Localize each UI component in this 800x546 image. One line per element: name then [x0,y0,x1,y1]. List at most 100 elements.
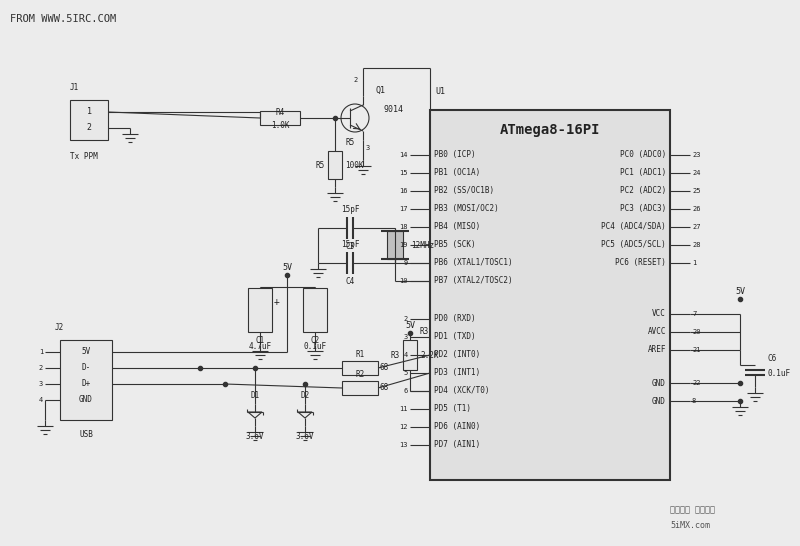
Text: 23: 23 [692,152,701,158]
Text: D1: D1 [250,391,260,400]
Text: PC3 (ADC3): PC3 (ADC3) [620,205,666,213]
Text: J1: J1 [70,83,79,92]
Text: 9014: 9014 [383,105,403,115]
Text: PC5 (ADC5/SCL): PC5 (ADC5/SCL) [602,240,666,250]
Text: FROM WWW.5IRC.COM: FROM WWW.5IRC.COM [10,14,116,24]
Text: 13: 13 [399,442,408,448]
Text: 24: 24 [692,170,701,176]
Text: 2: 2 [354,77,358,83]
Text: 1: 1 [38,349,43,355]
Text: 28: 28 [692,242,701,248]
Text: 19: 19 [399,242,408,248]
Text: 16: 16 [399,188,408,194]
Text: 0.1uF: 0.1uF [767,369,790,377]
Text: Q1: Q1 [375,86,385,94]
Text: 2: 2 [38,365,43,371]
Text: U1: U1 [435,87,445,97]
Text: PC6 (RESET): PC6 (RESET) [615,258,666,268]
Text: PB1 (OC1A): PB1 (OC1A) [434,169,480,177]
Text: PB6 (XTAL1/TOSC1): PB6 (XTAL1/TOSC1) [434,258,513,268]
Text: 14: 14 [399,152,408,158]
Text: R5: R5 [345,138,354,147]
Text: USB: USB [79,430,93,439]
Text: AREF: AREF [647,346,666,354]
Text: 21: 21 [692,347,701,353]
Text: 4: 4 [404,352,408,358]
Text: Tx PPM: Tx PPM [70,152,98,161]
Text: PB4 (MISO): PB4 (MISO) [434,223,480,232]
Text: 9: 9 [404,260,408,266]
Text: PB7 (XTAL2/TOSC2): PB7 (XTAL2/TOSC2) [434,276,513,286]
Text: PD2 (INT0): PD2 (INT0) [434,351,480,359]
Text: R3: R3 [390,351,400,359]
Text: 3: 3 [38,381,43,387]
Text: 26: 26 [692,206,701,212]
Bar [70,100,108,140]
Text: 5V: 5V [82,347,90,357]
Text: 6: 6 [404,388,408,394]
Text: R4: R4 [275,108,285,117]
Text: R3: R3 [420,327,430,336]
Text: D2: D2 [300,391,310,400]
Text: 27: 27 [692,224,701,230]
Text: J2: J2 [55,323,64,332]
Text: 2: 2 [86,123,91,133]
Bar [430,110,670,480]
Text: 1: 1 [86,108,91,116]
Text: D-: D- [82,364,90,372]
Text: 25: 25 [692,188,701,194]
Text: GND: GND [652,396,666,406]
Text: PB5 (SCK): PB5 (SCK) [434,240,476,250]
Text: 68: 68 [380,364,390,372]
Bar [248,288,272,332]
Text: PB0 (ICP): PB0 (ICP) [434,151,476,159]
Text: 2.2K: 2.2K [420,351,438,359]
Text: 4.7uF: 4.7uF [249,342,271,351]
Text: C1: C1 [255,336,265,345]
Text: 15: 15 [399,170,408,176]
Text: +: + [274,297,280,307]
Text: C4: C4 [346,277,354,286]
Text: R1: R1 [355,350,365,359]
Text: 我爱模型 玩家论坛: 我爱模型 玩家论坛 [670,506,715,514]
Bar [303,288,327,332]
Text: PC4 (ADC4/SDA): PC4 (ADC4/SDA) [602,223,666,232]
Text: 8: 8 [692,398,696,404]
Text: VCC: VCC [652,310,666,318]
Bar [342,361,378,375]
Text: 68: 68 [380,383,390,393]
Text: 15pF: 15pF [341,240,359,249]
Text: PB2 (SS/OC1B): PB2 (SS/OC1B) [434,187,494,195]
Text: AVCC: AVCC [647,328,666,336]
Text: 4: 4 [38,397,43,403]
Text: ATmega8-16PI: ATmega8-16PI [500,123,600,137]
Text: 22: 22 [692,380,701,386]
Text: PD3 (INT1): PD3 (INT1) [434,369,480,377]
Text: PB3 (MOSI/OC2): PB3 (MOSI/OC2) [434,205,498,213]
Text: 5iMX.com: 5iMX.com [670,520,710,530]
Text: PD6 (AIN0): PD6 (AIN0) [434,423,480,431]
Text: R5: R5 [316,161,325,169]
Text: PC1 (ADC1): PC1 (ADC1) [620,169,666,177]
Text: 12MHz: 12MHz [411,240,434,250]
Bar [342,381,378,395]
Text: 5V: 5V [405,321,415,329]
Bar [60,340,112,420]
Text: GND: GND [79,395,93,405]
Text: PD4 (XCK/T0): PD4 (XCK/T0) [434,387,490,395]
Text: 3.6V: 3.6V [296,432,314,441]
Text: 0.1uF: 0.1uF [303,342,326,351]
Text: R2: R2 [355,370,365,379]
Text: GND: GND [652,378,666,388]
Text: 12: 12 [399,424,408,430]
Text: 5V: 5V [735,287,745,295]
Bar [328,151,342,179]
Text: 18: 18 [399,224,408,230]
Text: 17: 17 [399,206,408,212]
Bar [387,231,403,259]
Bar [260,111,300,125]
Text: C6: C6 [767,354,776,363]
Text: 3.6V: 3.6V [246,432,264,441]
Text: 11: 11 [399,406,408,412]
Text: C3: C3 [346,242,354,251]
